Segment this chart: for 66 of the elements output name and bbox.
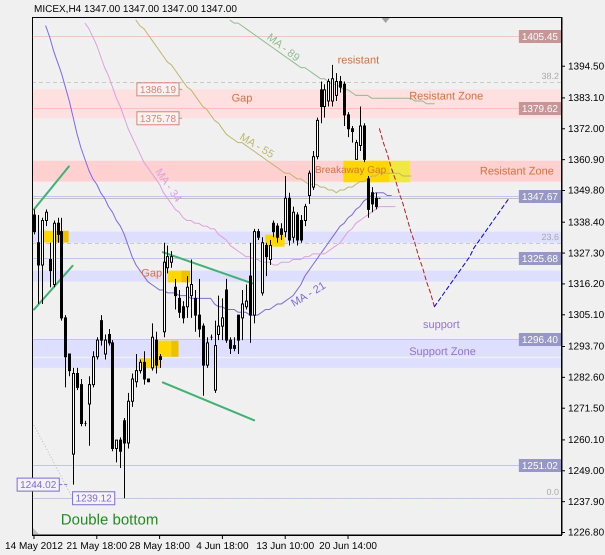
candlestick [143,350,146,386]
candlestick [320,81,323,124]
annotation: 23.6 [541,232,559,242]
ref-line-label: 1405.45 [522,32,558,43]
candlestick [174,278,177,310]
band-label: Resistant Zone [480,165,554,178]
candlestick [151,322,154,372]
y-tick-label: 1338.40 [568,217,605,228]
y-tick-label: 1349.80 [568,186,605,197]
y-tick-label: 1271.50 [568,403,605,414]
x-tick-label: 4 Jun 18:00 [196,541,249,552]
y-tick-label: 1360.90 [568,154,605,166]
band-label: Resistant Zone [409,90,484,103]
x-tick-label: 28 May 18:00 [129,541,190,552]
annotation: 1244.02 [20,480,57,492]
annotation: 1386.19 [140,84,176,96]
candlestick [210,334,213,341]
candlestick [53,220,56,288]
ref-line-label: 1296.40 [522,335,558,346]
y-tick-label: 1293.70 [568,342,605,353]
x-tick-label: 20 Jun 14:00 [319,541,378,552]
y-tick-label: 1327.30 [568,248,605,260]
x-tick-label: 14 May 2012 [5,541,64,552]
y-tick-label: 1282.60 [568,372,605,384]
line-series [84,22,396,266]
y-tick-label: 1305.10 [568,310,605,321]
y-tick-label: 1249.00 [568,466,605,477]
ref-line-label: 1347.67 [522,192,558,203]
y-tick-label: 1394.50 [568,61,605,72]
candlestick [276,222,279,244]
annotation: 1375.78 [140,114,176,125]
text: MA - 89 [264,31,302,64]
y-tick-label: 1237.90 [568,496,605,508]
candlestick [190,258,193,318]
candlestick [163,242,166,338]
annotation: resistant [338,54,380,67]
annotation: support [422,318,460,331]
text: MA - 55 [237,131,276,161]
y-tick-label: 1260.10 [568,435,605,446]
annotation: Gap [141,267,162,280]
candlestick [331,64,334,108]
annotation: 0.0 [546,487,559,497]
y-tick-label: 1372.00 [568,124,605,135]
ref-line-label: 1251.02 [522,461,558,472]
x-tick-label: 13 Jun 10:00 [256,541,315,552]
band-label: Support Zone [409,346,476,358]
ref-line-label: 1325.68 [522,254,558,265]
candlestick [37,214,40,304]
annotation: Gap [232,92,252,105]
candlestick [233,336,236,352]
candlestick [367,176,370,218]
chart-title: MICEX,H4 1347.00 1347.00 1347.00 1347.00 [34,4,238,15]
y-tick-label: 1383.10 [568,93,605,104]
annotation: 38.2 [541,71,559,81]
annotation: 1239.12 [76,494,112,505]
text: MA - 21 [289,280,328,310]
ref-line-label: 1379.62 [522,104,558,115]
annotation: Double bottom [60,512,158,529]
y-tick-label: 1226.80 [568,528,605,539]
line-series [45,25,392,316]
y-tick-label: 1316.20 [568,279,605,290]
text: MA - 34 [152,166,184,205]
candlestick [261,236,264,296]
candlestick [72,367,75,486]
x-tick-label: 21 May 18:00 [66,541,128,552]
line-series [434,198,510,308]
